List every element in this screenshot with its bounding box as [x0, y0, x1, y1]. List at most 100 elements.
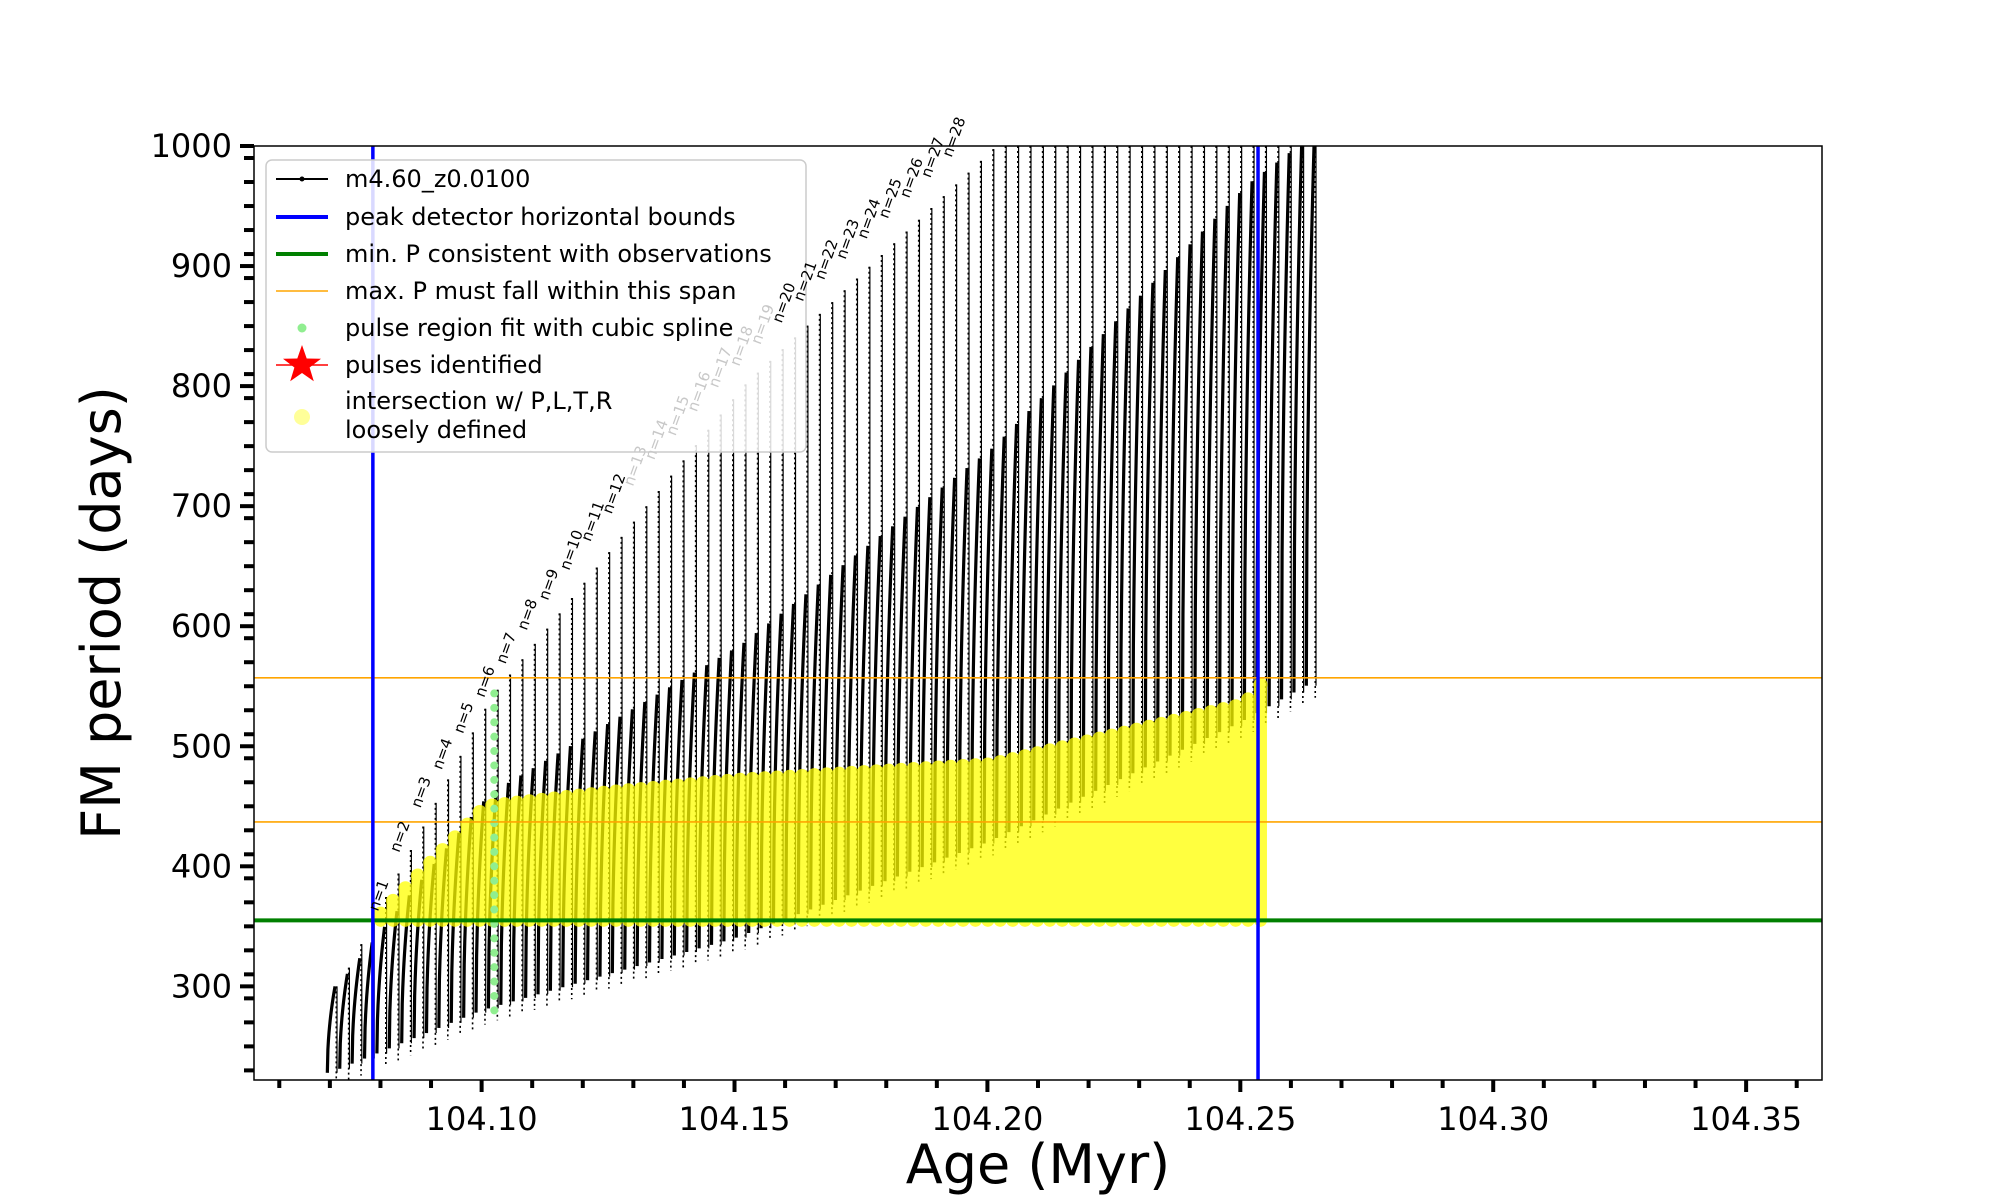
y-tick-label: 800: [171, 367, 232, 405]
spline-point: [490, 905, 499, 914]
series-pulse-curve: [871, 535, 882, 886]
series-pulse-curve: [350, 957, 362, 1064]
series-pulse-curve: [1230, 193, 1242, 727]
spline-point: [490, 963, 499, 972]
legend-label-line2: loosely defined: [345, 416, 527, 444]
series-pulse-curve: [1205, 218, 1217, 738]
x-tick-label: 104.15: [679, 1100, 791, 1138]
highlight-dot: [931, 760, 946, 775]
series-pulse-curve: [970, 458, 982, 849]
series-pulse-curve: [1193, 231, 1205, 744]
highlight-dot: [1005, 752, 1020, 767]
legend-label: peak detector horizontal bounds: [345, 203, 736, 231]
highlight-dot: [497, 797, 512, 812]
series-pulse-curve: [1131, 295, 1143, 774]
highlight-dot: [894, 762, 909, 777]
legend-item: pulses identified: [276, 345, 543, 382]
legend-item: m4.60_z0.0100: [276, 165, 530, 193]
spline-point: [490, 761, 499, 770]
highlight-dot: [1104, 728, 1119, 743]
highlight-dot: [708, 775, 723, 790]
spline-point: [490, 876, 499, 885]
legend-swatch-dot: [297, 323, 307, 333]
legend-swatch-dot: [294, 409, 310, 425]
y-tick-label: 600: [171, 607, 232, 645]
series-pulse-curve: [846, 555, 858, 896]
highlight-dot: [881, 763, 896, 778]
highlight-dot: [695, 776, 710, 791]
series-pulse-curve: [325, 986, 337, 1073]
highlight-dot: [522, 794, 537, 809]
highlight-dot: [410, 868, 425, 883]
highlight-dot: [1228, 699, 1243, 714]
legend-swatch-marker: [299, 176, 305, 182]
series-pulse-curve: [1267, 162, 1279, 707]
series-pulse-curve: [1019, 411, 1031, 827]
spline-point: [490, 747, 499, 756]
spline-point: [490, 833, 499, 842]
highlight-dot: [435, 843, 450, 858]
spline-point: [490, 804, 499, 813]
highlight-dot: [423, 855, 438, 870]
x-tick-label: 104.20: [931, 1100, 1043, 1138]
series-pulse-curve: [895, 516, 907, 877]
series-pulse-curve: [908, 506, 920, 872]
highlight-dot: [782, 769, 797, 784]
series-pulse-curve: [1242, 181, 1254, 721]
highlight-dot: [472, 804, 487, 819]
spline-point: [490, 862, 499, 871]
legend-label: pulses identified: [345, 351, 543, 379]
series-pulse-curve: [1118, 308, 1130, 780]
highlight-dot: [869, 764, 884, 779]
highlight-region: [373, 677, 1268, 927]
series-pulse-curve: [883, 526, 895, 882]
series-pulse-curve: [1069, 359, 1081, 803]
highlight-dot: [1191, 708, 1206, 723]
highlight-dot: [745, 771, 760, 786]
highlight-dot: [1055, 740, 1070, 755]
highlight-dot: [844, 765, 859, 780]
highlight-dot: [1092, 731, 1107, 746]
spline-point: [490, 703, 499, 712]
highlight-dot: [534, 792, 549, 807]
series-pulse-curve: [1143, 282, 1155, 768]
spline-point: [490, 977, 499, 986]
spline-point: [490, 991, 499, 1000]
series-pulse-curve: [1168, 257, 1180, 756]
highlight-dot: [1042, 743, 1057, 758]
y-tick-label: 1000: [151, 127, 232, 165]
series-pulse-curve: [982, 448, 994, 844]
series-pulse-curve: [375, 926, 387, 1054]
series-pulse-curve: [833, 565, 845, 901]
y-tick-label: 400: [171, 847, 232, 885]
highlight-dot: [646, 780, 661, 795]
legend-item: max. P must fall within this span: [276, 277, 736, 305]
legend-item: min. P consistent with observations: [276, 240, 772, 268]
highlight-dot: [832, 766, 847, 781]
highlight-dot: [906, 762, 921, 777]
series-pulse-curve: [1056, 372, 1068, 809]
series-pulse-curve: [1217, 205, 1229, 733]
y-tick-label: 900: [171, 247, 232, 285]
legend-item: peak detector horizontal bounds: [276, 203, 736, 231]
highlight-dot: [1179, 710, 1194, 725]
highlight-dot: [547, 791, 562, 806]
series-pulse-curve: [362, 942, 374, 1059]
highlight-dot: [1241, 692, 1256, 707]
highlight-dot: [1203, 705, 1218, 720]
y-tick-label: 500: [171, 727, 232, 765]
x-tick-label: 104.30: [1437, 1100, 1549, 1138]
series-m4-60-z0-0100: [325, 146, 1317, 1080]
series-pulse-curve: [1094, 334, 1105, 791]
series-pulse-curve: [1279, 153, 1291, 700]
highlight-dot: [943, 759, 958, 774]
y-tick-label: 700: [171, 487, 232, 525]
series-pulse-curve: [1106, 321, 1118, 786]
series-pulse-curve: [1032, 398, 1043, 821]
series-pulse-curve: [932, 487, 944, 863]
highlight-dot: [807, 768, 822, 783]
highlight-dot: [733, 772, 748, 787]
